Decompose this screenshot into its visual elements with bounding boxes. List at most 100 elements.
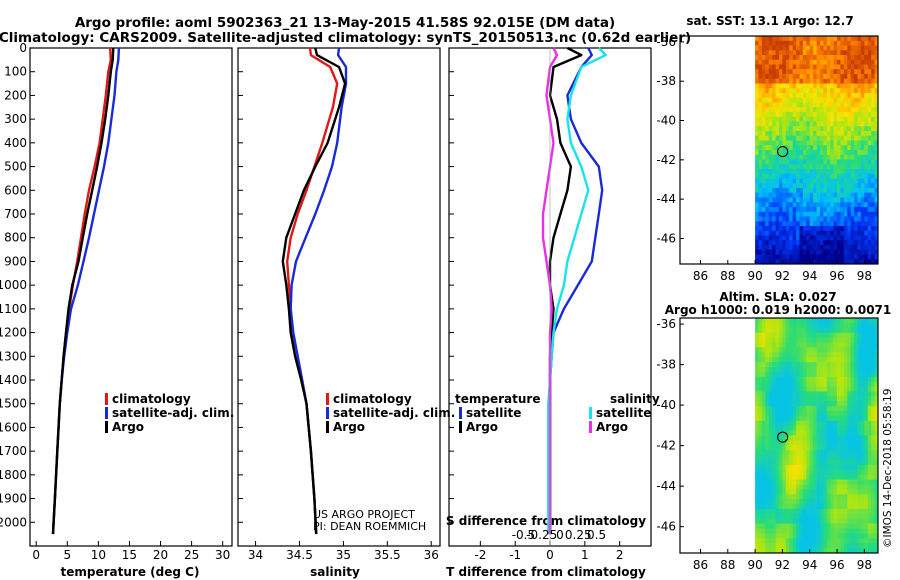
map-cell bbox=[768, 45, 773, 51]
map-cell bbox=[823, 508, 828, 515]
map-cell bbox=[775, 64, 780, 70]
map-cell bbox=[796, 342, 800, 348]
map-cell bbox=[782, 367, 787, 373]
map-cell bbox=[796, 362, 800, 368]
map-cell bbox=[830, 367, 834, 373]
map-cell bbox=[782, 230, 787, 236]
map-cell bbox=[799, 430, 804, 436]
map-cell bbox=[850, 178, 855, 184]
map-cell bbox=[837, 235, 841, 241]
map-cell bbox=[854, 455, 858, 461]
map-cell bbox=[860, 499, 865, 505]
map-cell bbox=[826, 411, 831, 417]
map-cell bbox=[785, 202, 790, 208]
map-cell bbox=[874, 327, 879, 334]
lat-tick-label: -40 bbox=[656, 114, 676, 128]
map-cell bbox=[809, 159, 814, 165]
map-cell bbox=[779, 469, 783, 476]
map-cell bbox=[823, 450, 828, 456]
map-cell bbox=[847, 178, 852, 184]
map-cell bbox=[813, 121, 817, 127]
map-cell bbox=[840, 202, 845, 208]
map-cell bbox=[789, 216, 793, 222]
map-cell bbox=[847, 116, 852, 122]
map-cell bbox=[779, 415, 783, 422]
map-cell bbox=[860, 36, 865, 42]
map-cell bbox=[761, 406, 766, 412]
map-cell bbox=[782, 450, 787, 456]
map-cell bbox=[823, 173, 828, 179]
map-cell bbox=[761, 322, 766, 329]
map-cell bbox=[847, 107, 852, 113]
map-cell bbox=[792, 396, 797, 402]
map-cell bbox=[806, 259, 811, 265]
map-cell bbox=[854, 469, 858, 476]
map-cell bbox=[816, 169, 821, 175]
map-cell bbox=[796, 484, 800, 490]
map-cell bbox=[867, 504, 872, 510]
map-cell bbox=[874, 513, 879, 520]
map-cell bbox=[755, 230, 759, 236]
map-cell bbox=[820, 240, 824, 246]
map-cell bbox=[857, 254, 862, 260]
map-cell bbox=[864, 221, 869, 227]
depth-tick-label: 1700 bbox=[0, 444, 27, 458]
map-cell bbox=[813, 406, 817, 412]
map-cell bbox=[768, 159, 773, 165]
map-cell bbox=[758, 45, 763, 51]
map-cell bbox=[874, 254, 879, 260]
map-cell bbox=[772, 543, 776, 549]
map-cell bbox=[837, 425, 841, 431]
map-cell bbox=[806, 494, 811, 500]
map-cell bbox=[843, 327, 848, 334]
map-cell bbox=[755, 435, 759, 441]
map-cell bbox=[860, 508, 865, 515]
map-cell bbox=[785, 93, 790, 99]
map-cell bbox=[843, 45, 848, 51]
map-cell bbox=[864, 154, 869, 160]
map-cell bbox=[816, 528, 821, 534]
map-cell bbox=[871, 216, 875, 222]
map-cell bbox=[806, 518, 811, 524]
map-cell bbox=[782, 342, 787, 348]
map-cell bbox=[830, 474, 834, 480]
map-cell bbox=[857, 342, 862, 348]
x-tick-label: 5 bbox=[63, 548, 71, 562]
map-cell bbox=[830, 183, 834, 189]
map-cell bbox=[857, 97, 862, 103]
map-cell bbox=[775, 386, 780, 392]
map-cell bbox=[772, 159, 776, 165]
map-cell bbox=[843, 342, 848, 348]
map-cell bbox=[840, 55, 845, 61]
map-cell bbox=[775, 235, 780, 241]
map-cell bbox=[850, 112, 855, 118]
map-cell bbox=[758, 504, 763, 510]
map-cell bbox=[813, 381, 817, 387]
map-cell bbox=[785, 362, 790, 368]
map-cell bbox=[806, 357, 811, 363]
map-cell bbox=[779, 367, 783, 373]
map-cell bbox=[826, 159, 831, 165]
difference-legend: temperature salinity satellite Argo sate… bbox=[455, 392, 660, 434]
map-cell bbox=[802, 342, 807, 348]
map-cell bbox=[874, 88, 879, 94]
map-cell bbox=[796, 435, 800, 441]
map-cell bbox=[802, 107, 807, 113]
map-cell bbox=[833, 386, 838, 392]
map-cell bbox=[799, 259, 804, 265]
map-cell bbox=[871, 533, 875, 539]
map-cell bbox=[796, 249, 800, 255]
map-cell bbox=[857, 362, 862, 368]
map-cell bbox=[806, 415, 811, 422]
map-cell bbox=[775, 396, 780, 402]
map-cell bbox=[871, 235, 875, 241]
map-cell bbox=[874, 202, 879, 208]
lon-tick-label: 90 bbox=[747, 269, 762, 283]
map-cell bbox=[857, 499, 862, 505]
map-cell bbox=[765, 352, 770, 358]
map-cell bbox=[813, 254, 817, 260]
map-cell bbox=[850, 74, 855, 80]
map-cell bbox=[779, 45, 783, 51]
map-cell bbox=[854, 435, 858, 441]
map-cell bbox=[772, 78, 776, 84]
